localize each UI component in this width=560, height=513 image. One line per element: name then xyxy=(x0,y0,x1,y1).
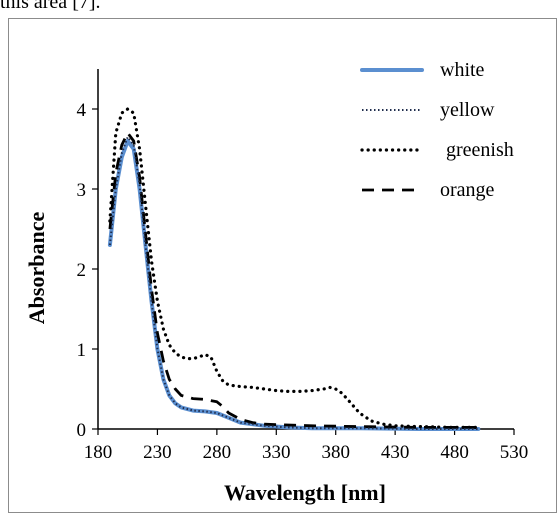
y-tick-label: 2 xyxy=(77,260,87,281)
y-tick-label: 0 xyxy=(77,420,87,441)
chart-series-lines xyxy=(107,107,481,431)
series-line-yellow xyxy=(108,136,479,430)
x-tick-label: 530 xyxy=(500,442,529,463)
x-tick-label: 180 xyxy=(84,442,113,463)
x-tick-label: 330 xyxy=(262,442,291,463)
legend-label-orange: orange xyxy=(440,179,495,201)
page-caption-fragment: this area [7]. xyxy=(0,0,101,13)
x-tick-label: 230 xyxy=(143,442,172,463)
x-tick-label: 480 xyxy=(440,442,469,463)
chart-legend: white yellow greenish orange xyxy=(360,59,514,201)
legend-label-white: white xyxy=(440,59,485,81)
x-tick-label: 380 xyxy=(321,442,350,463)
legend-label-greenish: greenish xyxy=(446,139,514,161)
y-tick-label: 1 xyxy=(77,340,87,361)
series-line-orange xyxy=(108,131,479,429)
x-axis-label: Wavelength [nm] xyxy=(224,480,386,505)
x-tick-label: 280 xyxy=(203,442,232,463)
series-line-greenish xyxy=(108,107,480,429)
y-tick-label: 3 xyxy=(77,180,87,201)
x-tick-label: 430 xyxy=(381,442,410,463)
y-tick-label: 4 xyxy=(77,100,87,121)
series-line-white xyxy=(107,139,481,431)
legend-label-yellow: yellow xyxy=(440,99,495,121)
y-axis-label: Absorbance xyxy=(24,212,49,325)
chart-axes: 0 1 2 3 4 180 230 280 330 380 430 480 530 xyxy=(77,69,529,463)
